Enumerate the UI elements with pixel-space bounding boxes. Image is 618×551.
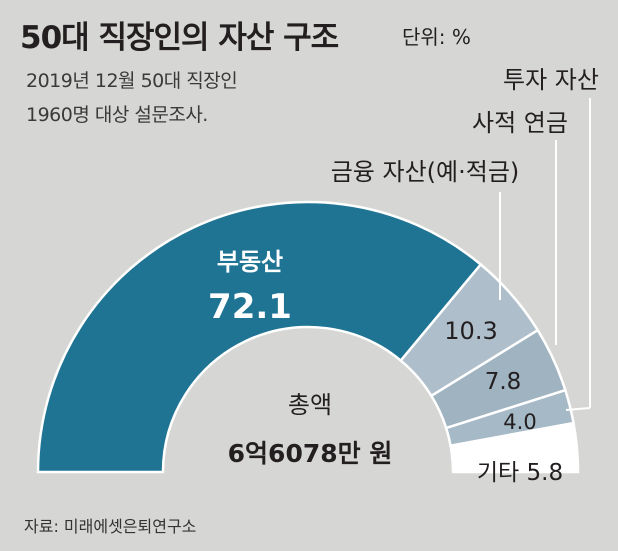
data-label-private-pension: 7.8 xyxy=(485,369,522,395)
total-label: 총액 xyxy=(288,391,332,419)
subtitle-line-2: 1960명 대상 설문조사. xyxy=(26,104,208,126)
data-label-real-estate: 72.1 xyxy=(208,287,292,327)
subtitle-line-1: 2019년 12월 50대 직장인 xyxy=(26,70,238,92)
leader-connector-investment xyxy=(565,407,591,411)
category-label-private-pension: 사적 연금 xyxy=(472,109,568,137)
total-value: 6억6078만 원 xyxy=(228,439,393,468)
data-label-other: 기타 5.8 xyxy=(477,460,563,486)
data-label-financial-assets: 10.3 xyxy=(444,317,497,345)
chart-labels: 부동산 72.1 10.3 7.8 4.0 기타 5.8 금융 자산(예·적금) 사적 연금 투… xyxy=(208,66,599,486)
slice-label-real-estate: 부동산 xyxy=(217,248,283,276)
slice-other xyxy=(449,421,580,474)
source-note: 자료: 미래에셋은퇴연구소 xyxy=(24,517,197,536)
chart-leader-lines xyxy=(499,98,591,411)
category-label-investment-assets: 투자 자산 xyxy=(503,66,599,94)
category-label-financial-assets: 금융 자산(예·적금) xyxy=(331,158,520,186)
slice-real-estate xyxy=(36,200,483,474)
unit-label: 단위: % xyxy=(402,25,471,49)
chart-title: 50대 직장인의 자산 구조 xyxy=(20,20,339,56)
data-label-investment-assets: 4.0 xyxy=(503,410,536,434)
